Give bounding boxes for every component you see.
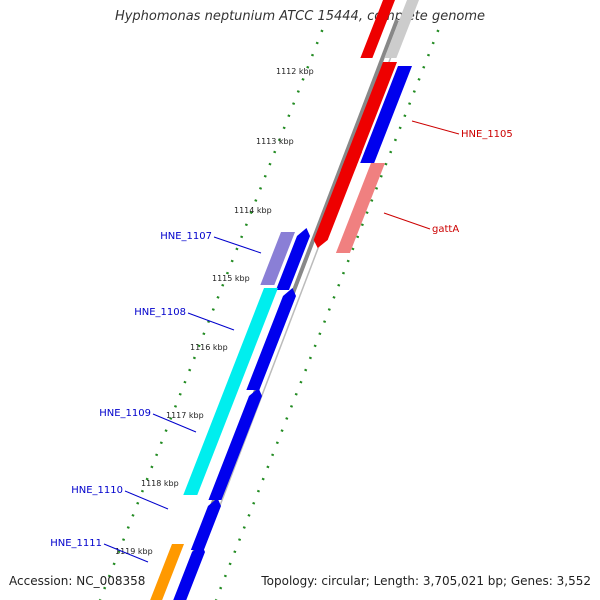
forward-cds-feature xyxy=(275,228,310,290)
outer-ruler-dotted-line xyxy=(214,29,440,600)
hne-1105-feature xyxy=(340,62,397,178)
hne-1110-feature xyxy=(190,498,221,550)
hne-1107-feature xyxy=(260,232,295,285)
gene-labels[interactable]: HNE_1105 gattA HNE_1107 HNE_1108 HNE_1109 HNE… xyxy=(50,120,513,563)
gatta-feature xyxy=(335,163,385,253)
ruler-tick-label: 1114 kbp xyxy=(234,206,272,215)
gene-features xyxy=(150,0,419,600)
ruler-tick-label: 1119 kbp xyxy=(115,547,153,556)
hne-1111-feature xyxy=(150,544,184,600)
forward-cds-feature xyxy=(173,544,205,600)
ruler-tick-label: 1116 kbp xyxy=(190,343,228,352)
ruler-tick-label: 1118 kbp xyxy=(141,479,179,488)
ruler-tick-label: 1113 kbp xyxy=(256,137,294,146)
hne-1108-label[interactable]: HNE_1108 xyxy=(134,307,186,318)
pseudo-feature xyxy=(384,0,419,58)
hne-1108-feature xyxy=(183,288,278,495)
hne-1109-leader-line xyxy=(152,413,197,433)
ruler-tick-label: 1115 kbp xyxy=(212,274,250,283)
ruler-tick-labels: 1112 kbp 1113 kbp 1114 kbp 1115 kbp 1116 kbp… xyxy=(115,67,314,556)
hne-1111-label[interactable]: HNE_1111 xyxy=(50,538,102,549)
hne-1107-label[interactable]: HNE_1107 xyxy=(160,231,212,242)
ruler-tick-label: 1112 kbp xyxy=(276,67,314,76)
gatta-leader-line xyxy=(383,212,431,230)
hne-1105-leader-line xyxy=(411,120,460,135)
hne-1110-leader-line xyxy=(124,490,169,510)
ruler-tick-label: 1117 kbp xyxy=(166,411,204,420)
hne-1109-feature xyxy=(208,388,262,500)
map-title: Hyphomonas neptunium ATCC 15444, complet… xyxy=(114,9,486,24)
forward-cds-feature xyxy=(360,66,412,163)
hne-1107-leader-line xyxy=(213,236,262,254)
gatta-label[interactable]: gattA xyxy=(432,224,459,235)
reverse-cds-feature xyxy=(313,152,362,248)
forward-cds-feature xyxy=(246,288,296,390)
hne-1108-leader-line xyxy=(187,312,235,331)
hne-1111-leader-line xyxy=(103,543,149,563)
accession-text: Accession: NC_008358 xyxy=(9,574,146,588)
hne-1105-label[interactable]: HNE_1105 xyxy=(461,129,513,140)
hne-1109-label[interactable]: HNE_1109 xyxy=(99,408,151,419)
hne-1110-label[interactable]: HNE_1110 xyxy=(71,485,123,496)
reverse-cds-feature xyxy=(360,0,395,58)
genome-summary-text: Topology: circular; Length: 3,705,021 bp… xyxy=(261,574,591,588)
